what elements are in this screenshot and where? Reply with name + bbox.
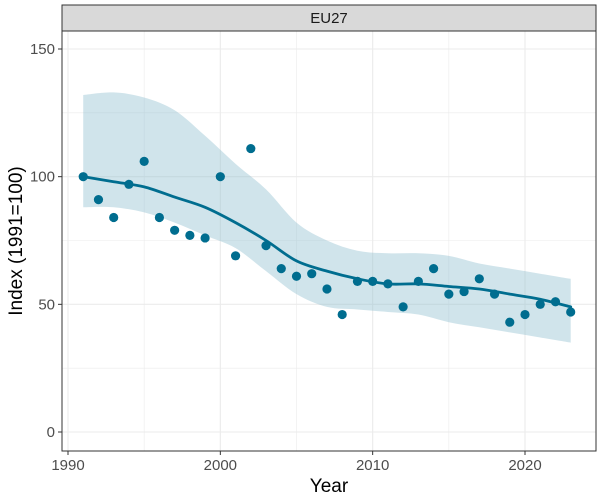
data-point [93,195,104,205]
smooth-line-layer [81,175,573,309]
facet-strip: EU27 [61,4,597,32]
data-point [261,241,271,251]
data-point [246,143,256,154]
x-tick-label: 2020 [508,457,541,474]
x-tick-label: 2010 [356,457,389,474]
data-point [444,289,454,299]
data-point [337,309,347,320]
x-axis: 1990 2000 2010 2020 [51,451,542,474]
minor-gridlines [62,31,596,451]
data-point [383,279,393,289]
data-point [200,233,210,243]
y-tick-label: 0 [47,424,55,441]
major-gridlines [62,31,596,451]
data-point [78,172,88,182]
data-point [459,286,469,297]
data-point [505,317,515,327]
data-point [368,276,378,286]
data-point [307,269,317,279]
data-point [566,307,576,317]
plot-panel [62,31,596,451]
data-point [154,212,164,223]
data-point [139,156,149,166]
facet-strip-background [61,4,597,32]
data-point [185,230,195,240]
y-axis: 0 50 100 150 [30,41,62,441]
panel-background [62,31,596,451]
data-point [230,251,241,261]
data-point [291,271,302,281]
data-point [215,172,225,182]
confidence-band-layer [83,92,571,343]
x-tick-label: 1990 [51,457,84,474]
x-tick-label: 2000 [204,457,237,474]
data-point [276,263,286,274]
x-axis-title: Year [310,476,349,497]
data-point [124,179,134,189]
data-points-layer [78,143,576,327]
smooth-trend-line [81,175,573,309]
data-point [520,309,530,320]
confidence-band [83,92,571,343]
y-axis-title: Index (1991=100) [6,166,27,315]
y-tick-label: 150 [30,41,55,58]
data-point [489,289,500,299]
data-point [398,302,408,312]
data-point [322,284,332,294]
data-point [550,297,561,307]
data-point [170,225,180,235]
y-tick-label: 100 [30,169,55,186]
data-point [109,212,119,223]
data-point [352,276,363,286]
facet-strip-label: EU27 [310,10,348,27]
data-point [535,299,545,309]
y-tick-label: 50 [38,296,55,313]
data-point [474,274,484,284]
data-point [429,263,439,274]
data-point [413,276,423,286]
